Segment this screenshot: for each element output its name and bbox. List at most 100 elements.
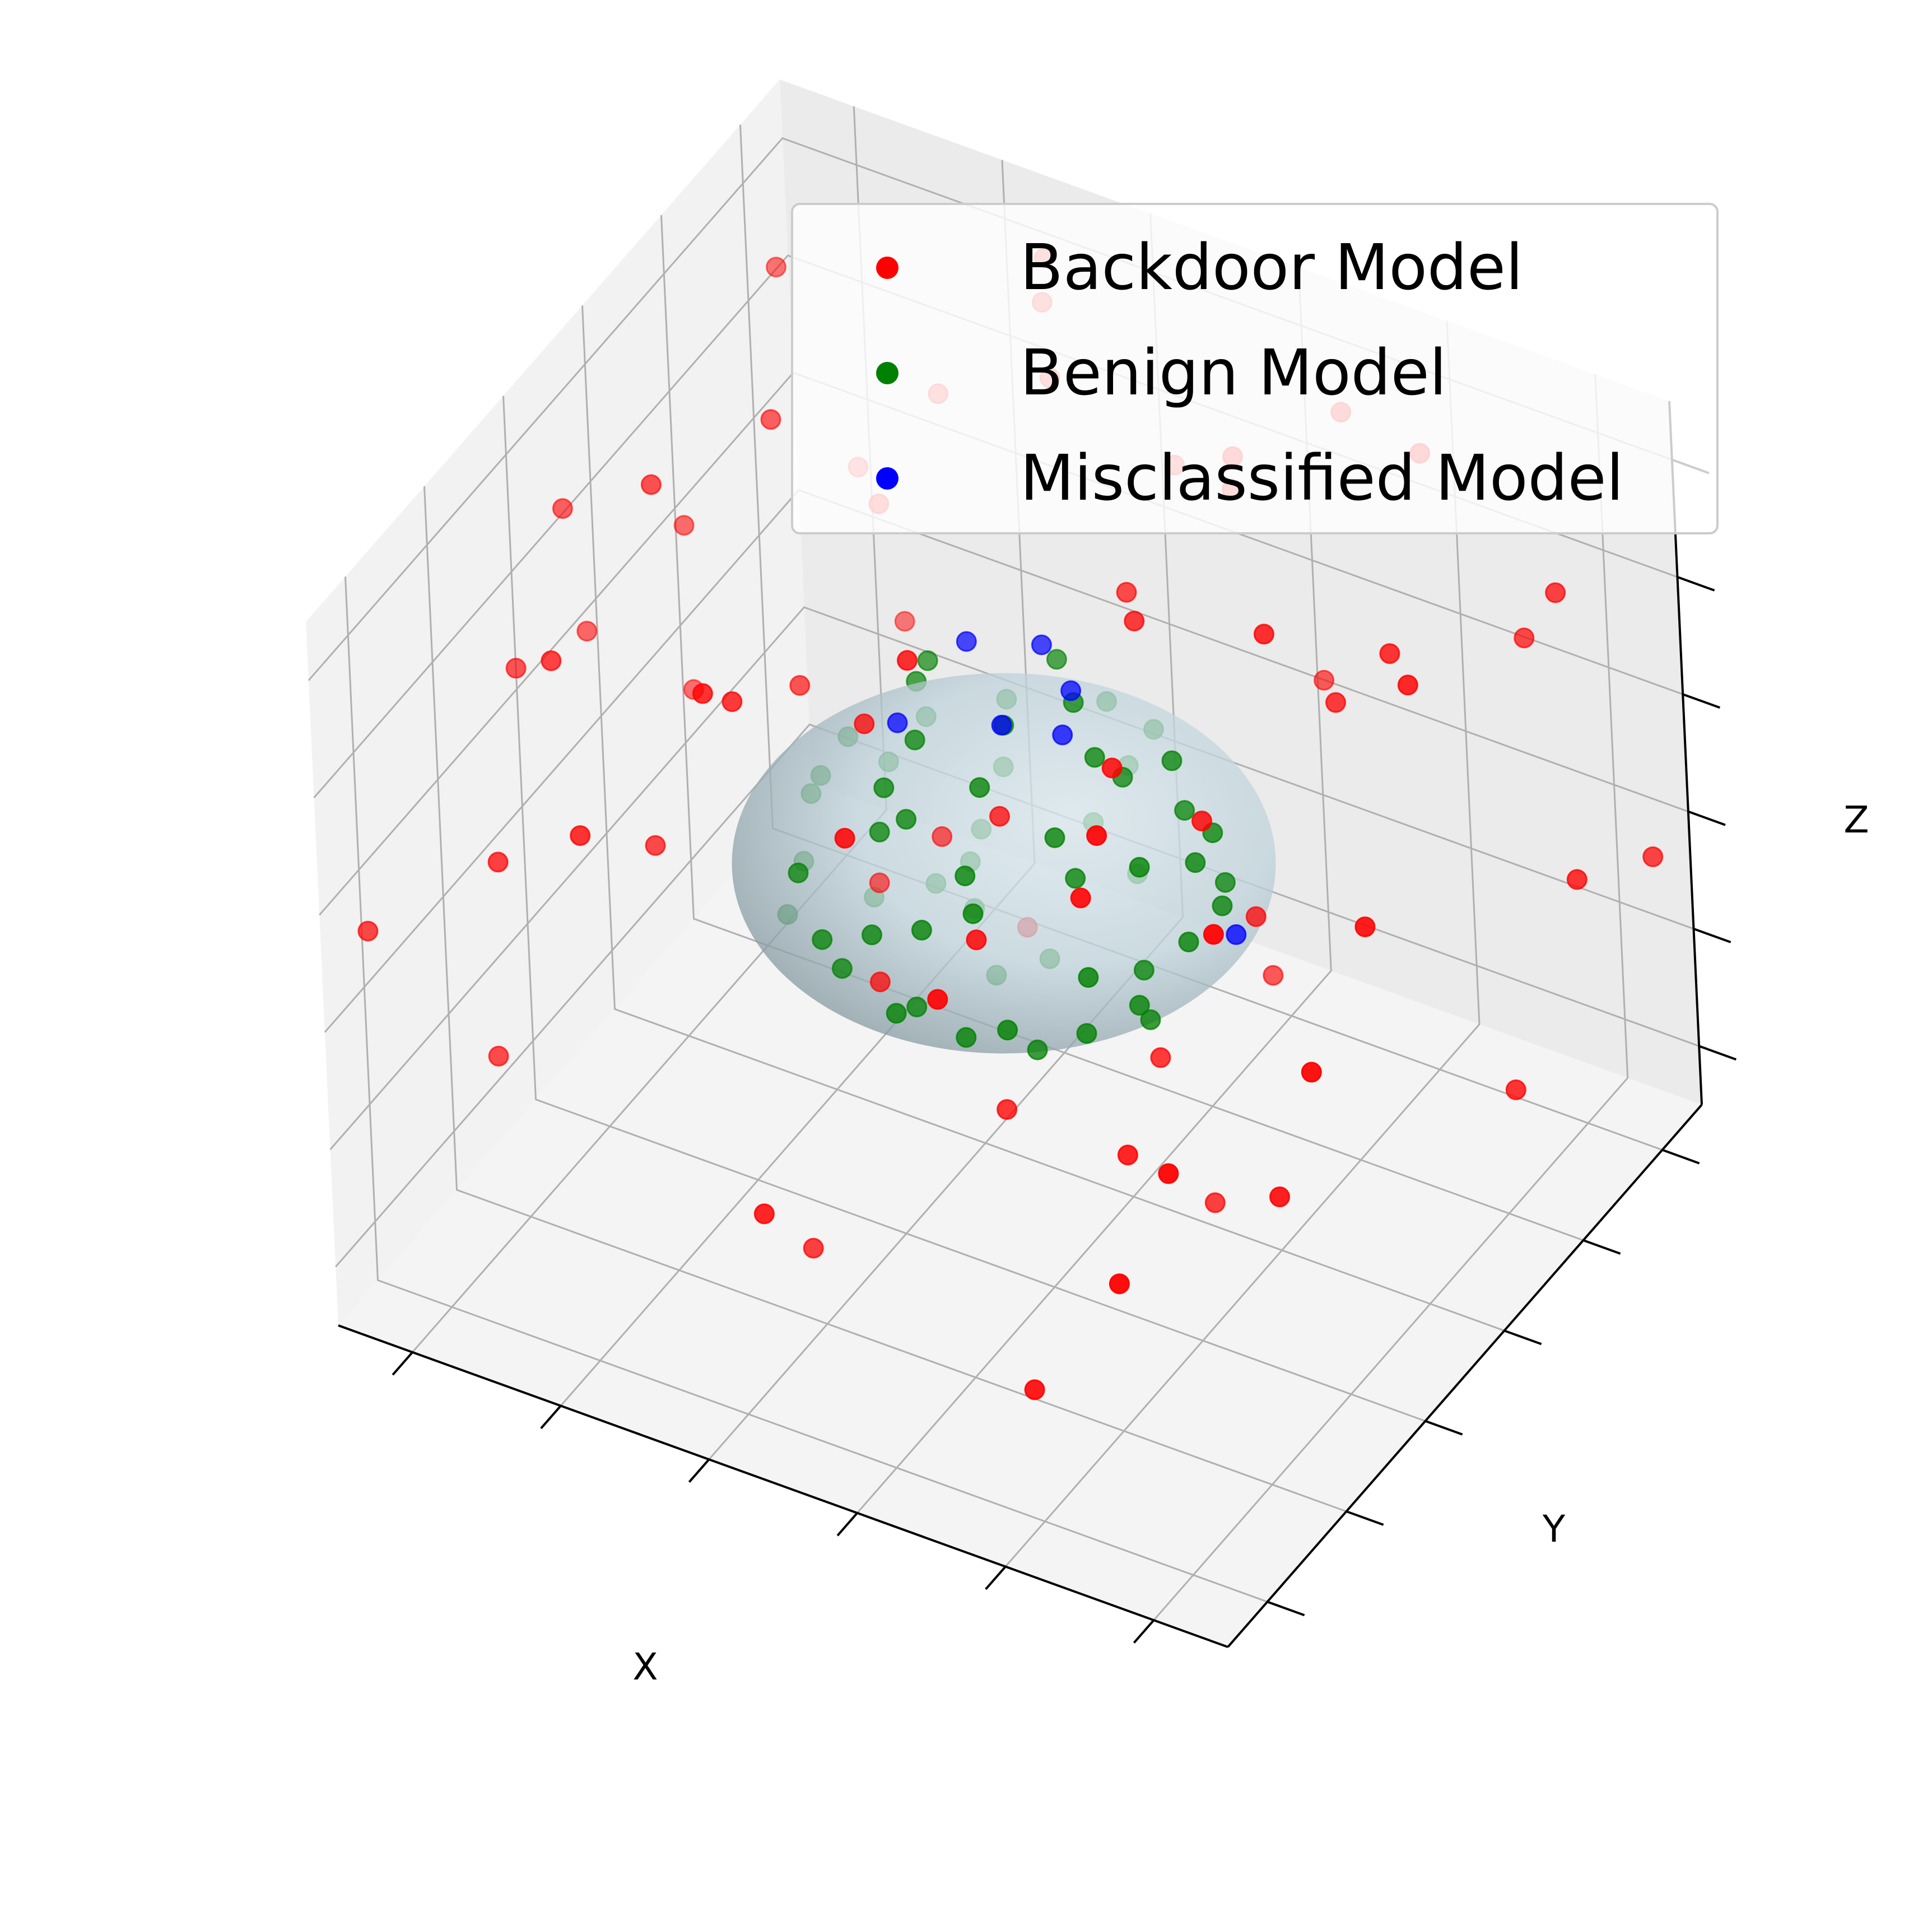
benign-point (869, 821, 890, 843)
benign-point (956, 1027, 977, 1048)
backdoor-point (1191, 811, 1212, 831)
backdoor-point (854, 713, 875, 734)
backdoor-point (1301, 1062, 1322, 1083)
backdoor-point (357, 920, 379, 942)
backdoor-point (1086, 825, 1107, 846)
benign-point (1214, 872, 1236, 893)
y-tick (1661, 1148, 1700, 1165)
backdoor-point (692, 683, 713, 704)
sphere (732, 673, 1276, 1054)
benign-point (1027, 1039, 1048, 1060)
grid-line-z (329, 606, 1694, 1150)
misclassified-point (1226, 924, 1247, 945)
backdoor-point (505, 658, 527, 679)
backdoor-point (1314, 669, 1335, 691)
benign-point (812, 929, 833, 950)
benign-point (886, 1003, 907, 1024)
benign-point (1178, 932, 1199, 952)
grid-line-y (423, 486, 1347, 1513)
backdoor-point (869, 971, 891, 993)
backdoor-point (1545, 582, 1566, 603)
x-tick (985, 1566, 1007, 1590)
backdoor-point (488, 1045, 509, 1067)
benign-point (1185, 852, 1206, 873)
backdoor-point (1566, 869, 1588, 890)
benign-point (862, 924, 882, 946)
backdoor-point (989, 806, 1010, 827)
benign-point (1129, 995, 1150, 1016)
x-axis-line (338, 1324, 1228, 1648)
legend: Backdoor Model Benign Model Misclassifie… (791, 203, 1719, 534)
backdoor-point (673, 515, 695, 536)
benign-point (873, 777, 895, 798)
grid-line-x (1004, 320, 1481, 1567)
backdoor-point (1269, 1187, 1290, 1207)
backdoor-point (1245, 906, 1267, 927)
misclassified-point (1031, 634, 1052, 655)
backdoor-point (1124, 611, 1145, 632)
benign-point (1212, 895, 1233, 916)
z-tick (1677, 576, 1715, 592)
backdoor-point (766, 257, 786, 278)
y-tick (1346, 1510, 1384, 1526)
misclassified-point (887, 712, 908, 733)
benign-point (1076, 1023, 1097, 1044)
backdoor-point (932, 826, 953, 847)
z-tick (1698, 1045, 1737, 1061)
misclassified-point (1052, 724, 1073, 746)
grid-line-y (344, 576, 1268, 1603)
y-tick (1267, 1600, 1305, 1617)
grid-line-y (581, 305, 1505, 1332)
benign-point (1174, 800, 1195, 821)
backdoor-point (541, 650, 562, 671)
misclassified-point (991, 715, 1012, 736)
y-axis-label: Y (1542, 1507, 1566, 1551)
benign-point (1161, 750, 1183, 771)
backdoor-point (1024, 1379, 1045, 1400)
benign-point (904, 729, 925, 751)
grid-line-y (502, 396, 1426, 1422)
backdoor-point (927, 989, 948, 1010)
backdoor-point (894, 611, 915, 632)
backdoor-point (1150, 1047, 1171, 1068)
backdoor-point (1101, 757, 1123, 779)
backdoor-point (869, 872, 890, 894)
backdoor-point (1379, 643, 1400, 664)
legend-item-misclassified: Misclassified Model (793, 439, 1716, 518)
benign-point (962, 903, 984, 924)
axis-lines (338, 401, 1737, 1648)
z-tick (1693, 928, 1731, 943)
legend-label-misclassified: Misclassified Model (1020, 442, 1624, 515)
y-tick (1503, 1329, 1542, 1346)
z-tick (1688, 810, 1726, 826)
backdoor-point (1325, 692, 1346, 713)
backdoor-point (645, 835, 666, 856)
sphere-layer (732, 673, 1276, 1054)
backdoor-point (721, 691, 743, 712)
x-tick (1133, 1619, 1155, 1644)
backdoor-point (1116, 581, 1137, 603)
grid-line-y (660, 215, 1584, 1241)
legend-marker-misclassified (876, 467, 899, 490)
x-tick (836, 1512, 858, 1537)
backdoor-point (576, 621, 598, 642)
z-tick (1682, 693, 1721, 709)
benign-point (1044, 827, 1065, 848)
backdoor-point (487, 852, 509, 873)
benign-point (906, 997, 928, 1017)
benign-point (1046, 649, 1067, 670)
grid-line-z (335, 723, 1700, 1268)
benign-point (1133, 960, 1154, 981)
backdoor-point (966, 929, 987, 951)
benign-point (969, 777, 990, 798)
benign-point (788, 862, 809, 883)
backdoor-point (803, 1237, 824, 1259)
benign-point (1084, 747, 1105, 768)
backdoor-point (760, 409, 781, 430)
backdoor-point (1642, 846, 1664, 867)
benign-point (1129, 857, 1150, 878)
backdoor-point (1109, 1273, 1130, 1295)
benign-point (911, 919, 932, 941)
backdoor-point (1253, 624, 1274, 645)
